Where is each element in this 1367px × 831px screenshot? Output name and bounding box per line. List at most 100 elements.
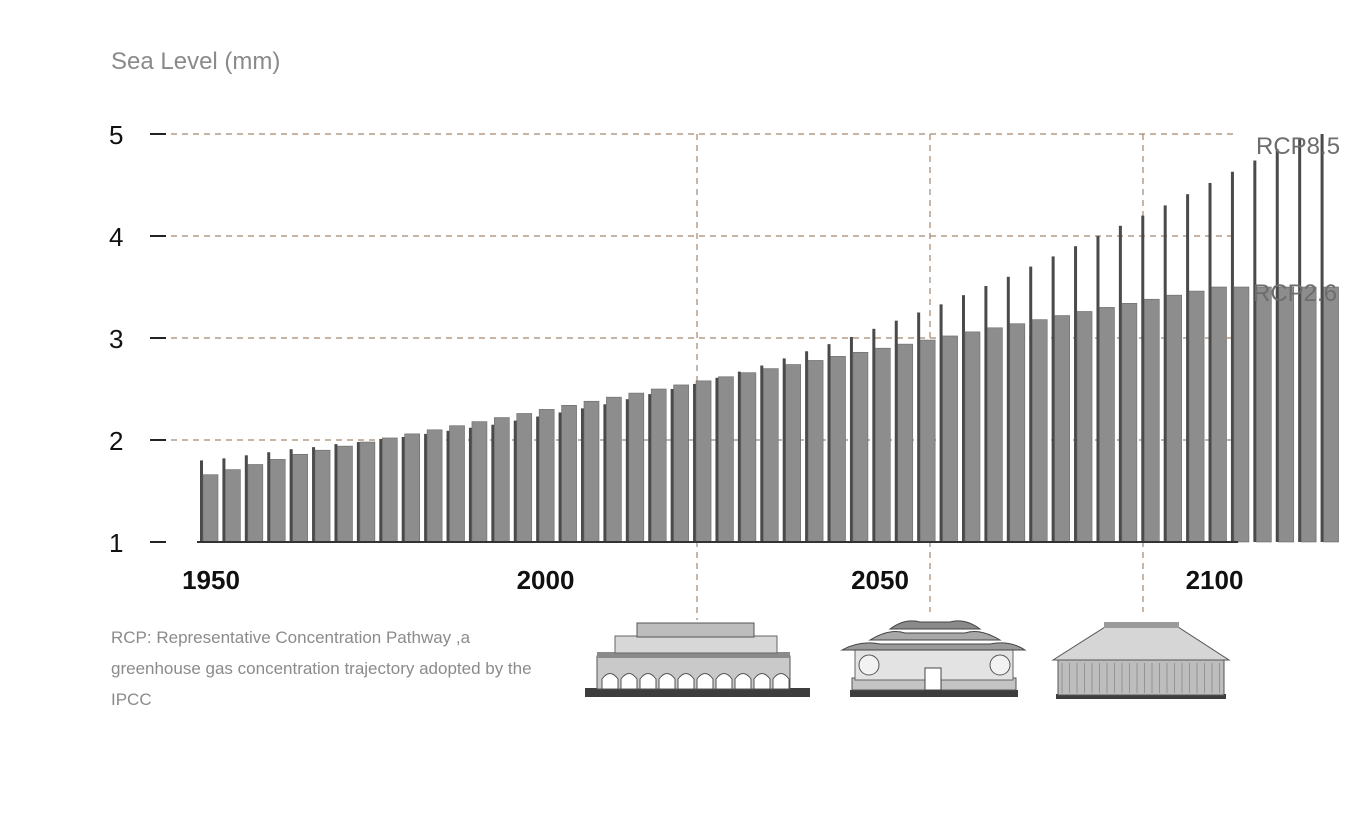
bar-rcp85-39 <box>1074 246 1078 542</box>
bar-rcp26-37 <box>1031 319 1048 543</box>
bar-rcp85-3 <box>267 452 271 542</box>
bar-rcp85-46 <box>1230 171 1234 543</box>
bar-rcp26-0 <box>202 474 219 543</box>
bar-rcp26-47 <box>1256 286 1272 543</box>
x-tick-2100: 2100 <box>1186 565 1244 595</box>
bar-rcp26-4 <box>292 453 308 543</box>
bar-rcp26-36 <box>1009 323 1026 543</box>
bar-rcp26-41 <box>1121 303 1138 543</box>
bar-rcp85-6 <box>334 444 338 542</box>
bar-rcp85-33 <box>939 304 943 542</box>
bar-rcp85-37 <box>1029 266 1033 542</box>
bar-rcp85-9 <box>401 436 405 542</box>
bar-rcp85-1 <box>222 458 226 542</box>
bar-rcp26-40 <box>1099 307 1115 543</box>
bar-rcp26-13 <box>494 417 510 543</box>
bar-rcp85-31 <box>894 320 898 542</box>
bar-rcp26-1 <box>225 469 241 543</box>
bar-rcp85-42 <box>1141 215 1145 542</box>
bar-rcp85-23 <box>715 377 719 542</box>
bar-rcp85-45 <box>1208 182 1212 542</box>
bar-rcp85-41 <box>1118 225 1122 543</box>
bar-rcp26-35 <box>987 327 1003 543</box>
bar-rcp85-16 <box>558 412 562 542</box>
series-label-rcp85: RCP8.5 <box>1256 133 1340 160</box>
bar-rcp85-32 <box>917 312 921 542</box>
bar-rcp26-46 <box>1233 286 1250 543</box>
y-axis-title: Sea Level (mm) <box>111 48 280 75</box>
bar-rcp85-27 <box>805 351 809 542</box>
bar-rcp85-48 <box>1275 149 1279 543</box>
series-label-rcp26: RCP2.6 <box>1253 280 1337 307</box>
bar-rcp26-3 <box>269 459 286 543</box>
bar-rcp85-15 <box>536 416 540 542</box>
bar-rcp26-5 <box>314 449 331 543</box>
bar-rcp26-15 <box>538 409 555 543</box>
bar-rcp85-5 <box>312 447 316 542</box>
bar-rcp26-27 <box>807 360 824 543</box>
bar-rcp26-38 <box>1054 315 1070 543</box>
bar-rcp26-25 <box>762 368 779 543</box>
bar-rcp85-30 <box>872 328 876 542</box>
bar-rcp26-8 <box>381 437 398 543</box>
bar-rcp85-38 <box>1051 256 1055 542</box>
bar-rcp26-39 <box>1076 311 1093 543</box>
bar-rcp26-17 <box>583 400 600 543</box>
bar-rcp26-6 <box>337 445 353 543</box>
hall-building-icon <box>1051 622 1231 699</box>
bar-rcp26-28 <box>830 356 846 543</box>
bar-rcp26-42 <box>1143 298 1160 543</box>
bar-rcp85-44 <box>1186 194 1190 542</box>
bar-rcp26-43 <box>1166 294 1182 543</box>
y-tick-2: 2 <box>109 426 123 456</box>
bar-rcp26-31 <box>897 343 914 543</box>
bar-rcp26-29 <box>852 351 869 543</box>
bar-rcp26-24 <box>740 372 757 543</box>
bar-rcp26-11 <box>449 425 465 543</box>
bar-rcp85-29 <box>849 336 853 542</box>
bar-rcp85-40 <box>1096 236 1100 542</box>
bar-rcp26-33 <box>942 335 958 543</box>
bar-rcp85-47 <box>1253 160 1257 542</box>
bar-rcp85-19 <box>625 399 629 542</box>
bar-rcp26-49 <box>1300 286 1317 543</box>
bar-rcp85-25 <box>760 365 764 542</box>
y-tick-4: 4 <box>109 222 123 252</box>
bars <box>200 134 1339 543</box>
bar-rcp85-17 <box>580 408 584 542</box>
bar-rcp85-10 <box>424 433 428 542</box>
bar-rcp85-22 <box>693 383 697 542</box>
bar-rcp85-43 <box>1163 205 1167 542</box>
y-tick-3: 3 <box>109 324 123 354</box>
bar-rcp26-44 <box>1188 290 1205 543</box>
x-tick-2000: 2000 <box>517 565 575 595</box>
bar-rcp26-14 <box>516 413 533 543</box>
bar-rcp85-36 <box>1006 276 1010 542</box>
bar-rcp26-16 <box>561 405 577 543</box>
bar-rcp26-22 <box>695 380 712 543</box>
bar-rcp26-7 <box>359 441 376 543</box>
bar-rcp26-32 <box>919 339 936 543</box>
bar-rcp26-21 <box>673 384 689 543</box>
bar-rcp26-9 <box>404 433 421 543</box>
bar-rcp85-11 <box>446 430 450 542</box>
bar-rcp26-26 <box>785 364 801 543</box>
bar-rcp85-20 <box>648 394 652 542</box>
bar-rcp85-26 <box>782 358 786 542</box>
bar-rcp85-4 <box>289 449 293 542</box>
bar-rcp85-7 <box>356 442 360 542</box>
bar-rcp85-50 <box>1320 134 1324 542</box>
bar-rcp85-49 <box>1298 139 1302 542</box>
bar-rcp85-21 <box>670 389 674 542</box>
x-tick-2050: 2050 <box>851 565 909 595</box>
bar-rcp85-13 <box>491 424 495 542</box>
bar-rcp26-48 <box>1278 286 1295 543</box>
station-building-icon <box>585 622 810 697</box>
bar-rcp26-12 <box>471 421 488 543</box>
bar-rcp26-20 <box>650 388 667 543</box>
rcp-footnote: RCP: Representative Concentration Pathwa… <box>111 628 532 709</box>
bar-rcp26-19 <box>628 392 645 543</box>
bar-rcp26-45 <box>1211 286 1227 543</box>
bar-rcp85-0 <box>200 460 203 542</box>
